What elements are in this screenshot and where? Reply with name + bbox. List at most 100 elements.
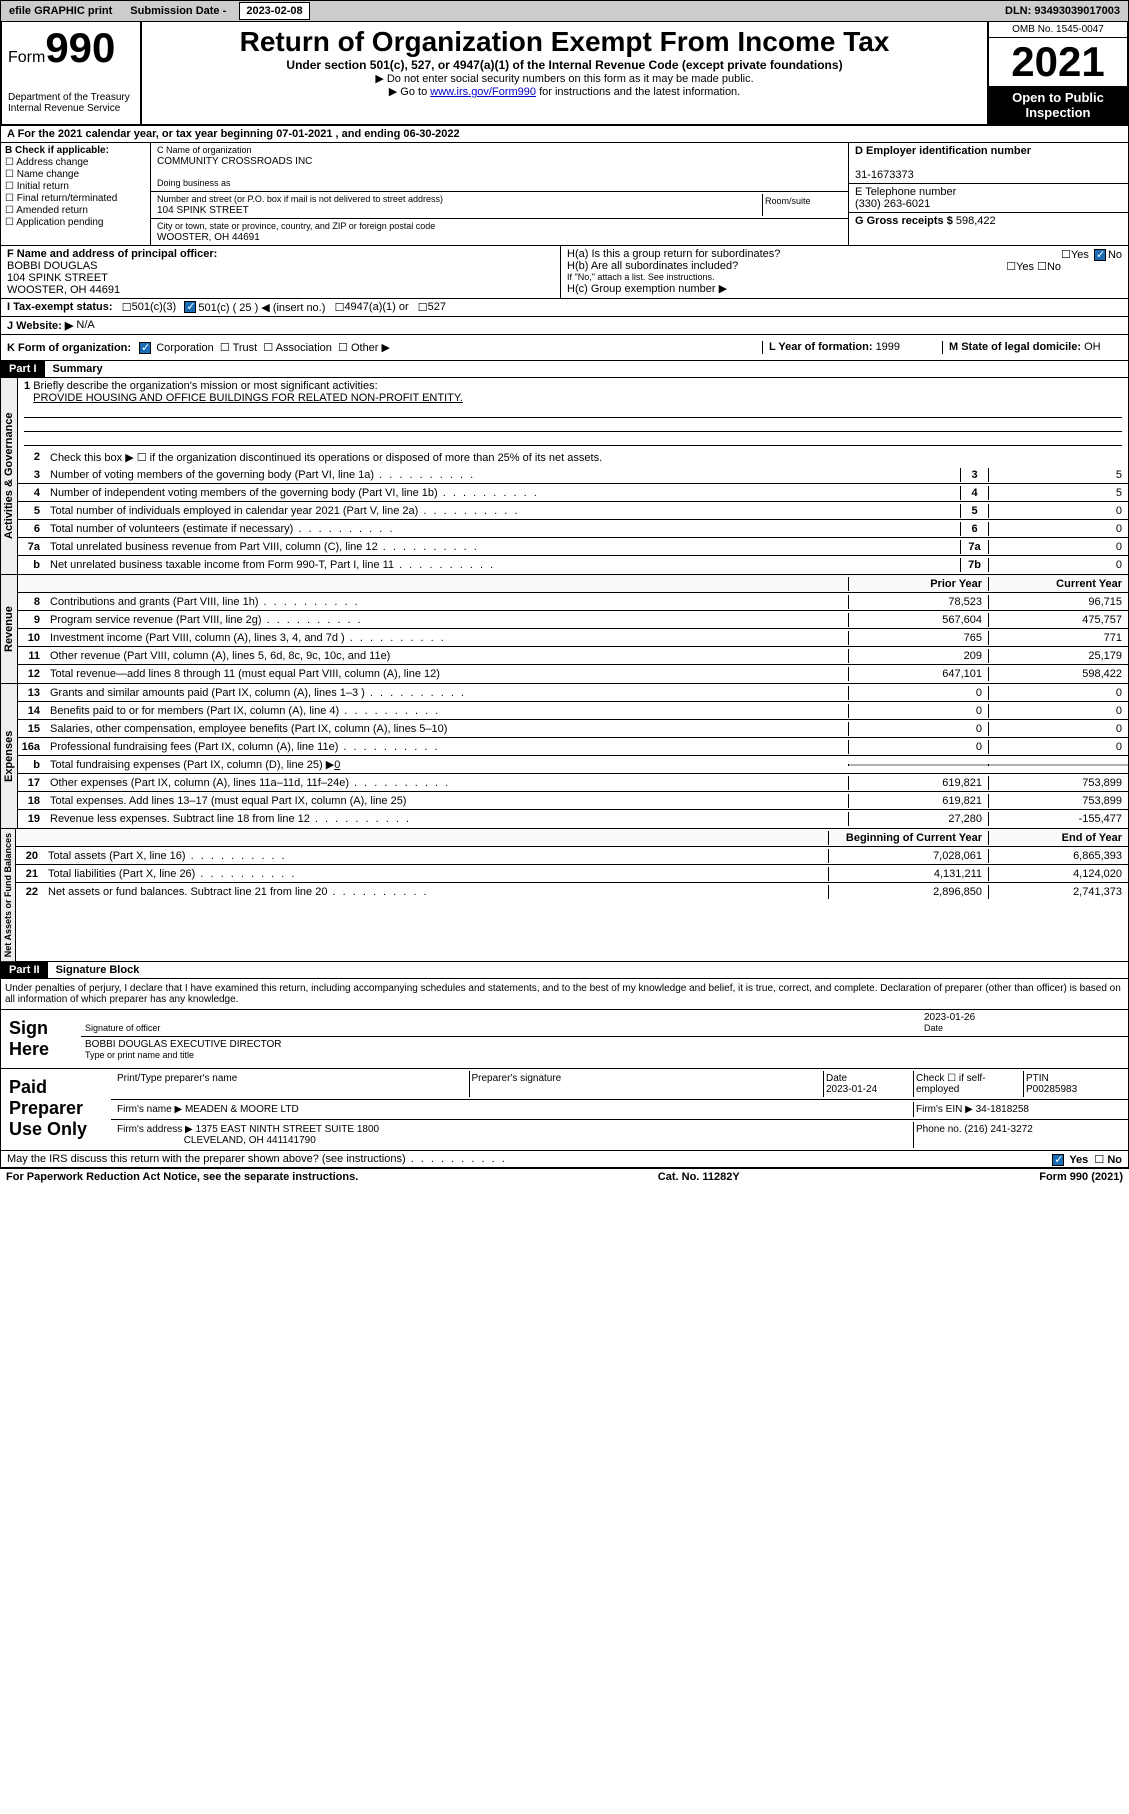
row-klm: K Form of organization: Corporation ☐ Tr… xyxy=(0,335,1129,361)
dept-treasury: Department of the Treasury xyxy=(8,92,134,103)
line-8: 8Contributions and grants (Part VIII, li… xyxy=(18,593,1128,611)
row-j-website: J Website: ▶ N/A xyxy=(0,317,1129,335)
org-address: 104 SPINK STREET xyxy=(157,205,249,216)
efile-header-bar: efile GRAPHIC print Submission Date - 20… xyxy=(0,0,1129,22)
preparer-row1: Print/Type preparer's name Preparer's si… xyxy=(111,1069,1128,1100)
ein-row: D Employer identification number 31-1673… xyxy=(849,143,1128,184)
city-row: City or town, state or province, country… xyxy=(151,219,848,245)
line-7b: bNet unrelated business taxable income f… xyxy=(18,556,1128,574)
firm-phone: (216) 241-3272 xyxy=(964,1124,1032,1135)
line-17: 17Other expenses (Part IX, column (A), l… xyxy=(18,774,1128,792)
line-18: 18Total expenses. Add lines 13–17 (must … xyxy=(18,792,1128,810)
mission-text: PROVIDE HOUSING AND OFFICE BUILDINGS FOR… xyxy=(33,392,463,404)
part1-label: Part I xyxy=(1,361,45,377)
line-12: 12Total revenue—add lines 8 through 11 (… xyxy=(18,665,1128,683)
line-10: 10Investment income (Part VIII, column (… xyxy=(18,629,1128,647)
chk-amended[interactable]: ☐ Amended return xyxy=(5,205,146,216)
sign-here-label: Sign Here xyxy=(1,1010,81,1068)
website-value: N/A xyxy=(76,319,94,332)
page-footer: For Paperwork Reduction Act Notice, see … xyxy=(0,1168,1129,1185)
501c-checked[interactable] xyxy=(184,301,196,313)
part2-label: Part II xyxy=(1,962,48,978)
tab-expenses: Expenses xyxy=(1,684,18,828)
state-domicile: OH xyxy=(1084,341,1101,353)
sig-officer-row: Signature of officer 2023-01-26Date xyxy=(81,1010,1128,1037)
line-3: 3Number of voting members of the governi… xyxy=(18,466,1128,484)
efile-label: efile GRAPHIC print xyxy=(3,3,118,19)
dln: DLN: 93493039017003 xyxy=(999,3,1126,19)
h-section: H(a) Is this a group return for subordin… xyxy=(561,246,1128,298)
discuss-yes[interactable] xyxy=(1052,1154,1064,1166)
line-21: 21Total liabilities (Part X, line 26)4,1… xyxy=(16,865,1128,883)
line-11: 11Other revenue (Part VIII, column (A), … xyxy=(18,647,1128,665)
row-a-tax-year: A For the 2021 calendar year, or tax yea… xyxy=(0,126,1129,143)
ha-row: H(a) Is this a group return for subordin… xyxy=(567,248,1122,260)
part1-title: Summary xyxy=(45,361,111,377)
paid-preparer-label: Paid Preparer Use Only xyxy=(1,1069,111,1150)
chk-app-pending[interactable]: ☐ Application pending xyxy=(5,217,146,228)
principal-officer: F Name and address of principal officer:… xyxy=(1,246,561,298)
ha-no-checked[interactable] xyxy=(1094,249,1106,261)
form-header: Form990 Department of the Treasury Inter… xyxy=(0,22,1129,126)
sig-name-row: BOBBI DOUGLAS EXECUTIVE DIRECTORType or … xyxy=(81,1037,1128,1063)
line-14: 14Benefits paid to or for members (Part … xyxy=(18,702,1128,720)
form-header-left: Form990 Department of the Treasury Inter… xyxy=(2,22,142,124)
line-1: 1 Briefly describe the organization's mi… xyxy=(18,378,1128,448)
submission-date: 2023-02-08 xyxy=(239,2,309,20)
phone-value: (330) 263-6021 xyxy=(855,198,930,210)
line-13: 13Grants and similar amounts paid (Part … xyxy=(18,684,1128,702)
line-16a: 16aProfessional fundraising fees (Part I… xyxy=(18,738,1128,756)
rev-header: Prior YearCurrent Year xyxy=(18,575,1128,593)
form-header-mid: Return of Organization Exempt From Incom… xyxy=(142,22,987,124)
gross-row: G Gross receipts $ 598,422 xyxy=(849,213,1128,229)
phone-row: E Telephone number (330) 263-6021 xyxy=(849,184,1128,213)
line-9: 9Program service revenue (Part VIII, lin… xyxy=(18,611,1128,629)
row-i-tax-status: I Tax-exempt status: ☐ 501(c)(3) 501(c) … xyxy=(0,299,1129,317)
tab-netassets: Net Assets or Fund Balances xyxy=(1,829,16,961)
discuss-row: May the IRS discuss this return with the… xyxy=(0,1151,1129,1168)
tax-year: 2021 xyxy=(989,38,1127,86)
col-de: D Employer identification number 31-1673… xyxy=(848,143,1128,245)
irs-link[interactable]: www.irs.gov/Form990 xyxy=(430,86,536,98)
tab-revenue: Revenue xyxy=(1,575,18,683)
v7a: 0 xyxy=(988,540,1128,554)
line-7a: 7aTotal unrelated business revenue from … xyxy=(18,538,1128,556)
v6: 0 xyxy=(988,522,1128,536)
netassets-block: Net Assets or Fund Balances Beginning of… xyxy=(0,829,1129,962)
pra-notice: For Paperwork Reduction Act Notice, see … xyxy=(6,1171,358,1183)
submission-label: Submission Date - 2023-02-08 xyxy=(118,3,319,19)
officer-signed: BOBBI DOUGLAS EXECUTIVE DIRECTOR xyxy=(85,1039,282,1050)
form-note1: ▶ Do not enter social security numbers o… xyxy=(146,72,983,85)
part2-header: Part II Signature Block xyxy=(0,962,1129,979)
line-22: 22Net assets or fund balances. Subtract … xyxy=(16,883,1128,901)
main-info-block: B Check if applicable: ☐ Address change … xyxy=(0,143,1129,246)
col-c-org-info: C Name of organization COMMUNITY CROSSRO… xyxy=(151,143,848,245)
gross-receipts: 598,422 xyxy=(956,215,996,227)
corp-checked[interactable] xyxy=(139,342,151,354)
v7b: 0 xyxy=(988,558,1128,572)
org-name: COMMUNITY CROSSROADS INC xyxy=(157,156,312,167)
preparer-row3: Firm's address ▶ 1375 EAST NINTH STREET … xyxy=(111,1120,1128,1150)
hb-row: H(b) Are all subordinates included? ☐Yes… xyxy=(567,260,1122,272)
chk-initial-return[interactable]: ☐ Initial return xyxy=(5,181,146,192)
org-name-row: C Name of organization COMMUNITY CROSSRO… xyxy=(151,143,848,192)
tab-activities: Activities & Governance xyxy=(1,378,18,574)
firm-name: MEADEN & MOORE LTD xyxy=(185,1104,299,1115)
sign-here-block: Sign Here Signature of officer 2023-01-2… xyxy=(0,1010,1129,1069)
v4: 5 xyxy=(988,486,1128,500)
form-title: Return of Organization Exempt From Incom… xyxy=(146,26,983,58)
chk-name-change[interactable]: ☐ Name change xyxy=(5,169,146,180)
line-2: 2Check this box ▶ ☐ if the organization … xyxy=(18,448,1128,466)
ptin: P00285983 xyxy=(1026,1084,1077,1095)
form-word: Form xyxy=(8,49,45,66)
open-public: Open to Public Inspection xyxy=(989,86,1127,124)
cat-no: Cat. No. 11282Y xyxy=(658,1171,740,1183)
na-header: Beginning of Current YearEnd of Year xyxy=(16,829,1128,847)
line-15: 15Salaries, other compensation, employee… xyxy=(18,720,1128,738)
chk-address-change[interactable]: ☐ Address change xyxy=(5,157,146,168)
irs-label: Internal Revenue Service xyxy=(8,103,134,114)
ein-value: 31-1673373 xyxy=(855,169,914,181)
chk-final-return[interactable]: ☐ Final return/terminated xyxy=(5,193,146,204)
expenses-block: Expenses 13Grants and similar amounts pa… xyxy=(0,684,1129,829)
hb-note: If "No," attach a list. See instructions… xyxy=(567,272,1122,282)
